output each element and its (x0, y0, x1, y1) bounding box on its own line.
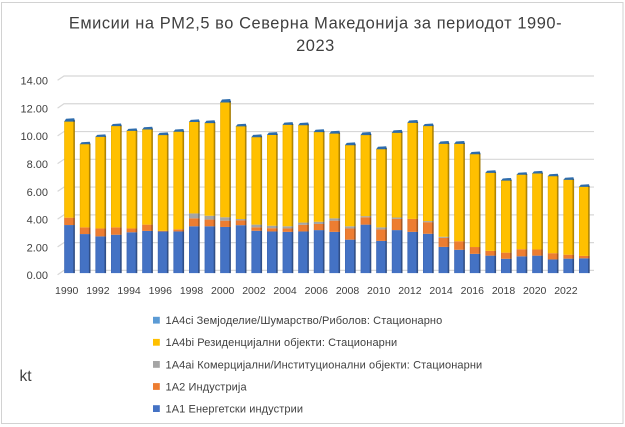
svg-text:2006: 2006 (305, 285, 329, 297)
svg-text:1998: 1998 (180, 285, 204, 297)
svg-text:2008: 2008 (336, 285, 360, 297)
svg-text:2010: 2010 (367, 285, 391, 297)
svg-text:2020: 2020 (523, 285, 547, 297)
svg-text:10.00: 10.00 (20, 131, 48, 143)
svg-text:1996: 1996 (149, 285, 173, 297)
svg-text:2018: 2018 (492, 285, 516, 297)
svg-text:2014: 2014 (429, 285, 453, 297)
svg-text:1994: 1994 (117, 285, 141, 297)
svg-text:2000: 2000 (211, 285, 235, 297)
svg-text:2002: 2002 (242, 285, 266, 297)
svg-text:4.00: 4.00 (27, 215, 48, 227)
svg-text:1A2 Индустрија: 1A2 Индустрија (166, 381, 248, 393)
svg-text:6.00: 6.00 (27, 187, 48, 199)
svg-text:2023: 2023 (296, 37, 335, 55)
svg-text:12.00: 12.00 (20, 104, 48, 116)
svg-text:2012: 2012 (398, 285, 422, 297)
svg-text:1A4ai Комерцијални/Институцион: 1A4ai Комерцијални/Институционални објек… (166, 359, 483, 371)
svg-text:2004: 2004 (273, 285, 297, 297)
svg-text:1A4ci Земјоделие/Шумарство/Риб: 1A4ci Земјоделие/Шумарство/Риболов: Стац… (166, 315, 443, 327)
svg-text:8.00: 8.00 (27, 159, 48, 171)
svg-text:1992: 1992 (86, 285, 110, 297)
svg-text:kt: kt (20, 368, 33, 385)
svg-text:Емисии на PM2,5 во Северна Мак: Емисии на PM2,5 во Северна Македонија за… (69, 14, 562, 32)
svg-text:0.00: 0.00 (27, 270, 48, 282)
svg-text:1A4bi Резиденцијални објекти:: 1A4bi Резиденцијални објекти: Стационарн… (166, 337, 398, 349)
svg-text:14.00: 14.00 (20, 76, 48, 88)
svg-text:1990: 1990 (55, 285, 79, 297)
svg-text:2022: 2022 (554, 285, 578, 297)
svg-text:1A1 Енергетски индустрии: 1A1 Енергетски индустрии (166, 404, 304, 416)
svg-text:2.00: 2.00 (27, 242, 48, 254)
svg-text:2016: 2016 (461, 285, 485, 297)
